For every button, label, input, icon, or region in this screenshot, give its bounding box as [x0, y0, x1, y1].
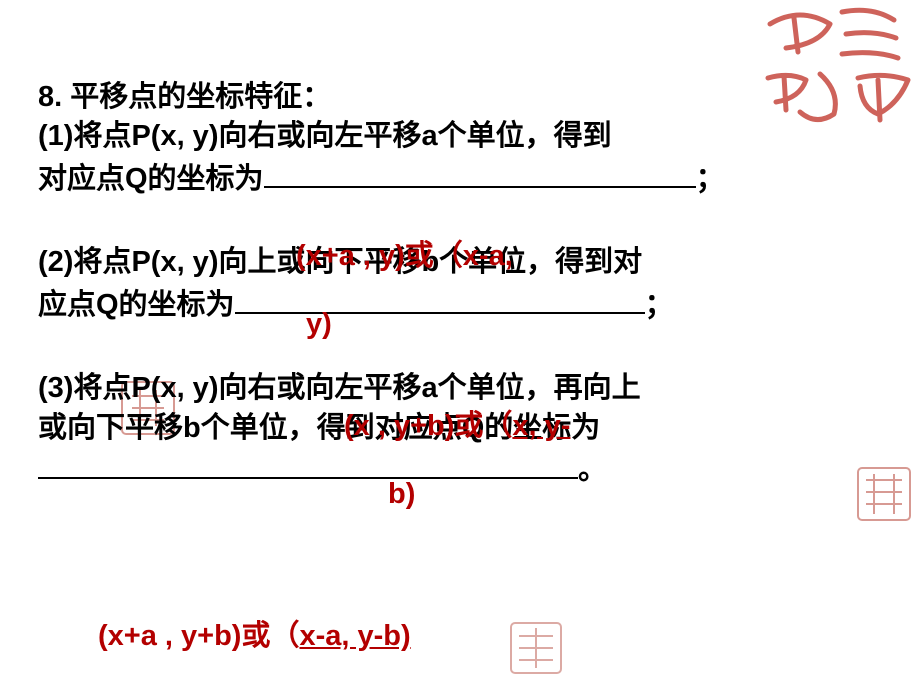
item1-l2-suffix: ；: [696, 163, 725, 195]
answer-1-line1: (x+a , y)或（x-a,: [296, 238, 513, 276]
answer-1-line2: y): [306, 306, 332, 344]
slide-content: 8. 平移点的坐标特征： (1)将点P(x, y)向右或向左平移a个单位，得到 …: [38, 78, 868, 491]
spacer: [38, 199, 868, 243]
answer-2-plain: (x , y+b)或（: [344, 410, 512, 442]
answer-2-underlined: x, y-: [512, 410, 570, 442]
blank-3: [38, 448, 578, 479]
answer-3-plain: (x+a , y+b)或（: [98, 620, 299, 652]
heading: 8. 平移点的坐标特征：: [38, 78, 868, 117]
blank-1: [264, 157, 696, 188]
item3-l3-suffix: 。: [578, 454, 607, 486]
answer-3-underlined: x-a, y-b): [299, 620, 410, 652]
item2-l2-prefix: 应点Q的坐标为: [38, 289, 235, 321]
item1-line1: (1)将点P(x, y)向右或向左平移a个单位，得到: [38, 117, 868, 156]
item3-line1: (3)将点P(x, y)向右或向左平移a个单位，再向上: [38, 369, 868, 408]
answer-2-line2: b): [388, 476, 415, 514]
math-slide: 8. 平移点的坐标特征： (1)将点P(x, y)向右或向左平移a个单位，得到 …: [0, 0, 920, 690]
answer-3: (x+a , y+b)或（x-a, y-b): [98, 618, 411, 656]
item3-line3: 。: [38, 448, 868, 490]
item2-line2: 应点Q的坐标为 ；: [38, 283, 868, 325]
answer-2-line1: (x , y+b)或（x, y-: [344, 408, 570, 446]
item1-l2-prefix: 对应点Q的坐标为: [38, 163, 264, 195]
item2-l2-suffix: ；: [645, 289, 674, 321]
blank-2: [235, 283, 645, 314]
seal-stamp-icon: [506, 618, 566, 678]
item1-line2: 对应点Q的坐标为 ；: [38, 157, 868, 199]
spacer: [38, 325, 868, 369]
